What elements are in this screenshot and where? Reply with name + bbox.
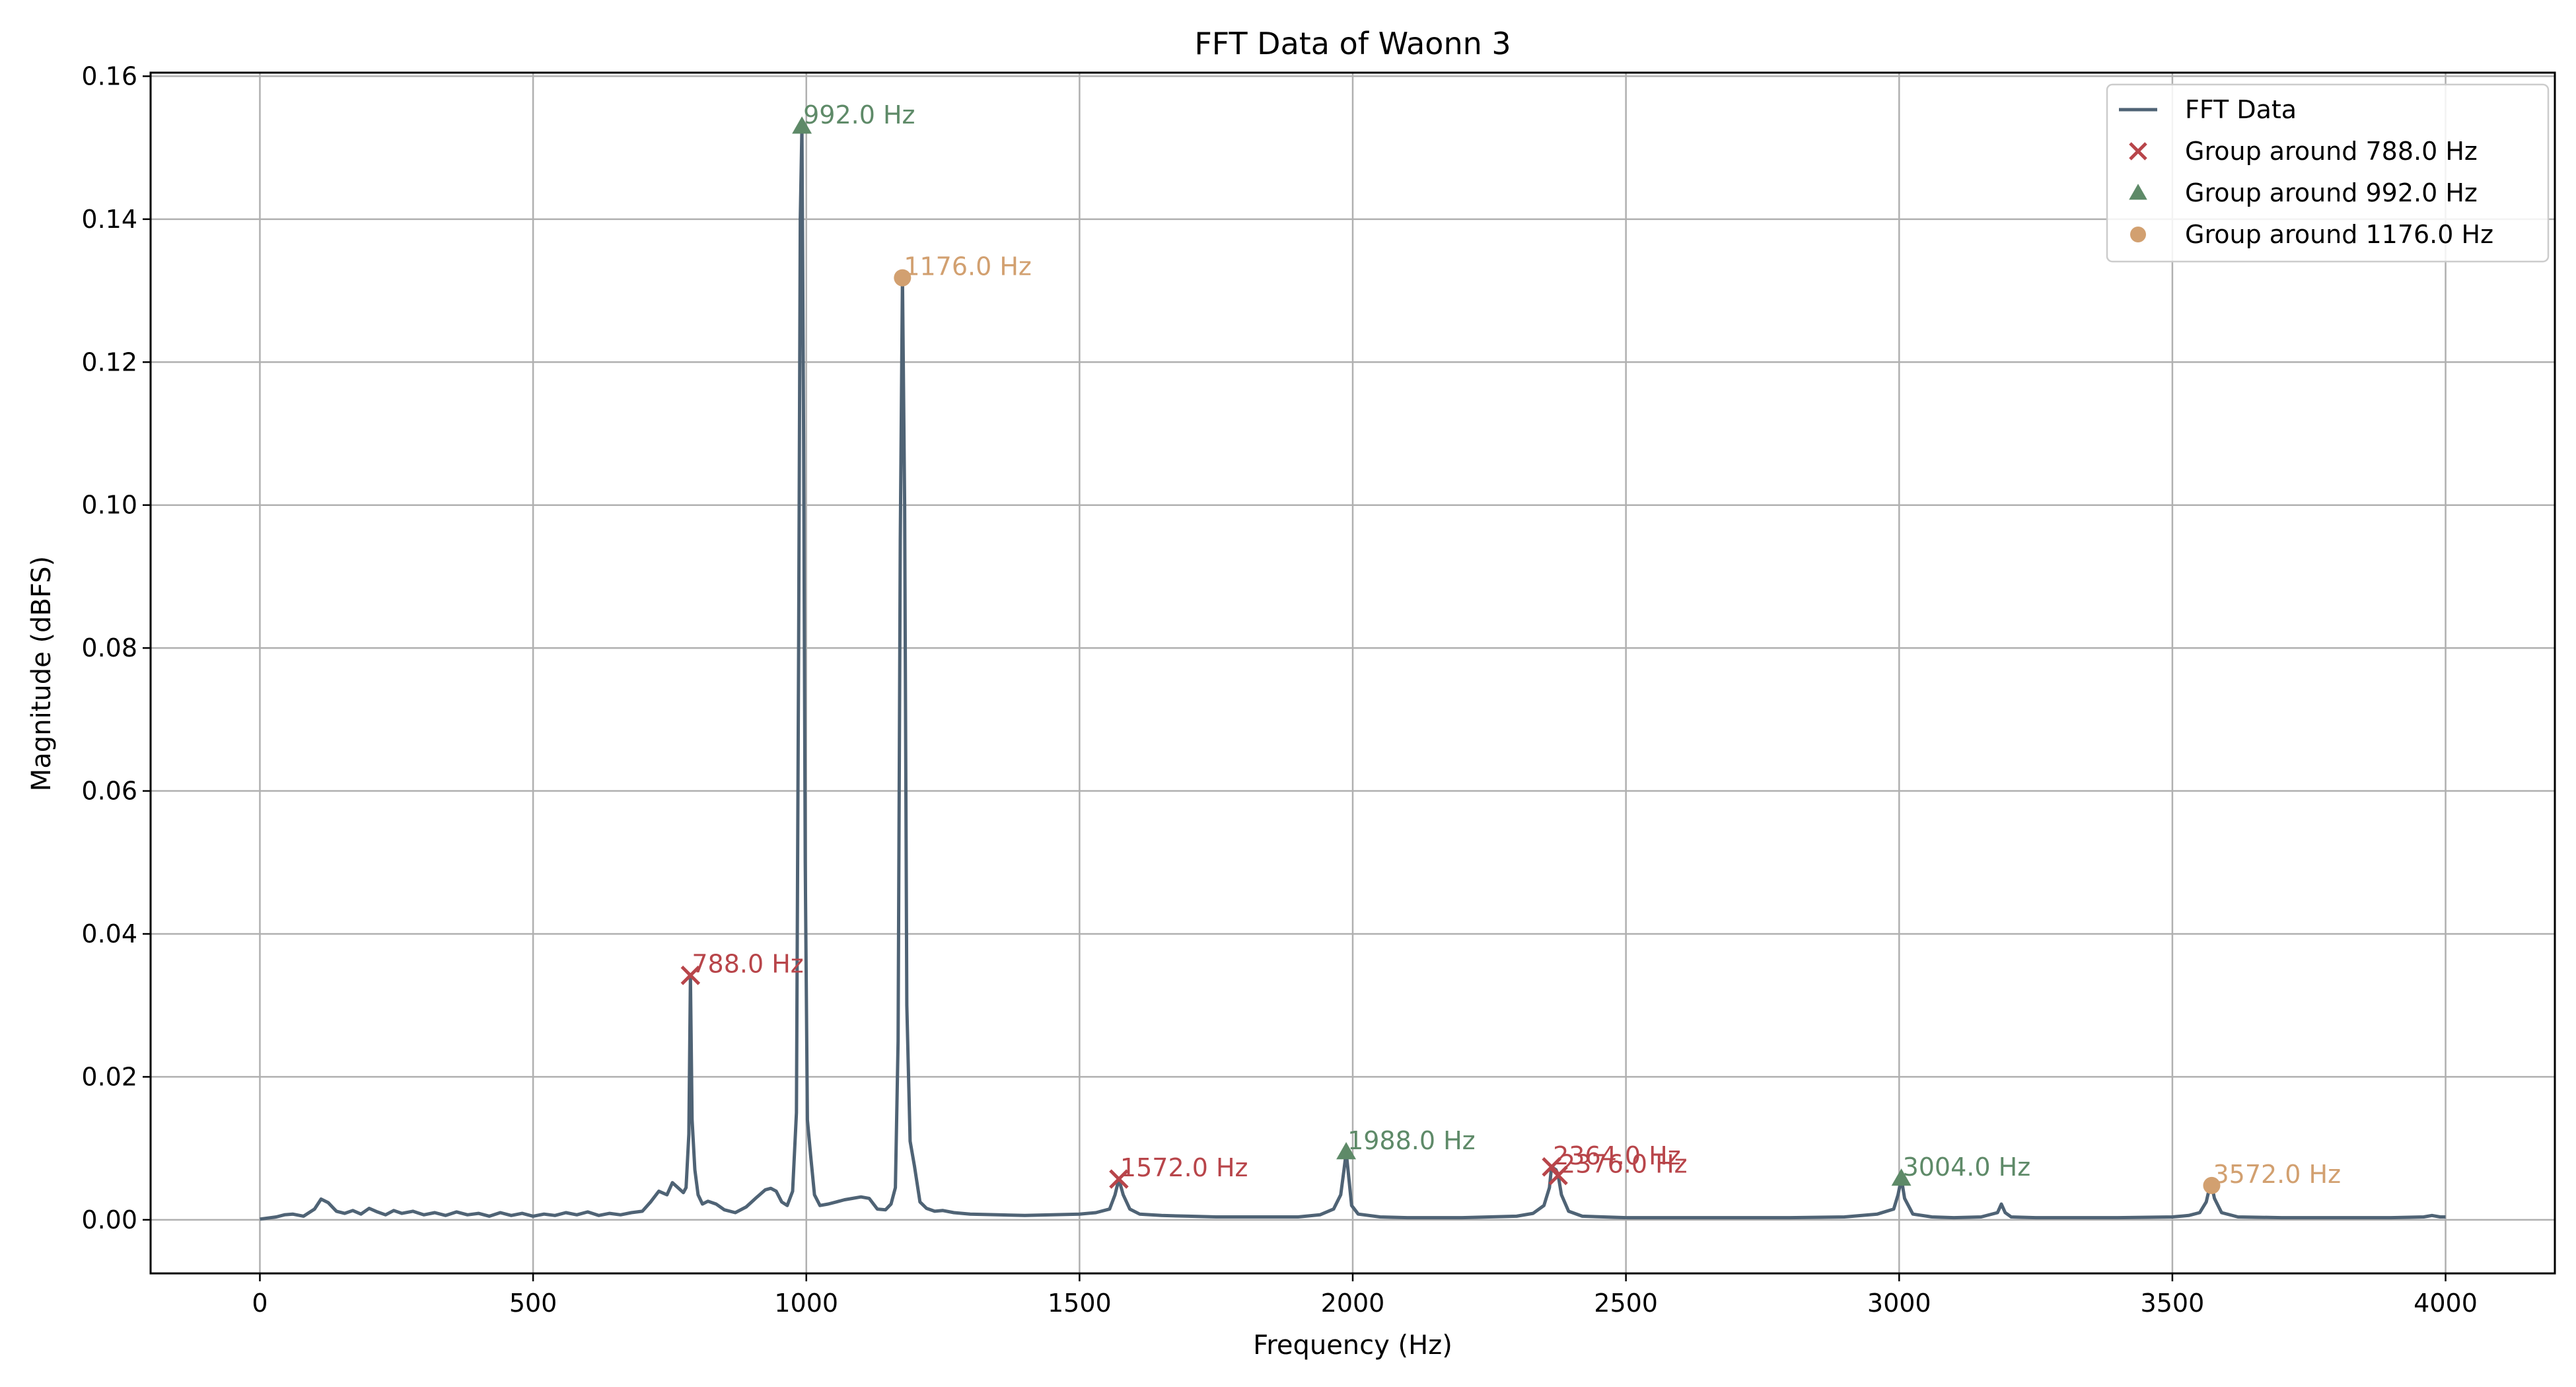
x-tick-label: 2000: [1321, 1289, 1385, 1318]
y-tick-label: 0.06: [81, 777, 137, 806]
circle-marker: [894, 269, 912, 287]
peak-label: 2376.0 Hz: [1559, 1150, 1688, 1179]
x-tick-label: 3500: [2141, 1289, 2205, 1318]
y-tick-label: 0.16: [81, 61, 137, 90]
peak-group: 992.0 Hz 1988.0 Hz 3004.0 Hz: [792, 100, 2030, 1186]
y-tick-label: 0.12: [81, 347, 137, 376]
x-axis-label: Frequency (Hz): [1253, 1330, 1452, 1361]
y-axis-label: Magnitude (dBFS): [26, 556, 57, 791]
circle-marker: [2203, 1176, 2221, 1194]
y-tick-label: 0.02: [81, 1062, 137, 1091]
peak-label: 1572.0 Hz: [1120, 1153, 1248, 1182]
x-tick-label: 0: [252, 1289, 268, 1318]
x-tick-label: 500: [509, 1289, 557, 1318]
grid-lines: [151, 73, 2555, 1273]
peak-label: 992.0 Hz: [803, 100, 915, 129]
peak-label: 788.0 Hz: [692, 950, 803, 979]
legend-box: [2106, 83, 2550, 263]
peak-label: 2364.0 Hz: [1553, 1141, 1681, 1170]
legend-label: Group around 1176.0 Hz: [2185, 220, 2493, 249]
peak-label: 3572.0 Hz: [2213, 1160, 2341, 1189]
y-tick-label: 0.08: [81, 633, 137, 662]
x-tick-label: 1500: [1048, 1289, 1112, 1318]
y-tick-label: 0.00: [81, 1205, 137, 1234]
peak-label: 3004.0 Hz: [1903, 1153, 2031, 1182]
triangle-marker: [792, 116, 812, 134]
circle-marker: [2130, 227, 2146, 242]
chart-title: FFT Data of Waonn 3: [1194, 26, 1511, 61]
y-tick-label: 0.10: [81, 491, 137, 520]
x-marker: [680, 965, 701, 985]
y-tick-label: 0.14: [81, 205, 137, 234]
y-tick-label: 0.04: [81, 919, 137, 948]
x-axis-ticks: 0 500 1000 1500 2000 2500 3000 3500 4000: [252, 1273, 2478, 1318]
x-marker: [1109, 1169, 1129, 1189]
y-axis-ticks: 0.00 0.02 0.04 0.06 0.08 0.10 0.12 0.14 0.16: [81, 61, 151, 1234]
legend: FFT Data Group around 788.0 Hz Group aroun…: [2106, 83, 2550, 263]
triangle-marker: [1891, 1168, 1912, 1186]
legend-label: Group around 788.0 Hz: [2185, 137, 2478, 166]
x-marker: [2129, 142, 2147, 160]
triangle-marker: [1336, 1142, 1357, 1160]
legend-label: Group around 992.0 Hz: [2185, 178, 2478, 207]
triangle-marker: [2129, 184, 2147, 200]
x-tick-label: 3000: [1867, 1289, 1931, 1318]
x-tick-label: 1000: [774, 1289, 838, 1318]
x-marker: [1548, 1165, 1568, 1186]
fft-data-line: [260, 124, 2446, 1221]
peak-label: 1176.0 Hz: [904, 252, 1032, 281]
legend-label: FFT Data: [2185, 95, 2297, 124]
x-tick-label: 4000: [2414, 1289, 2478, 1318]
peak-group: 1176.0 Hz 3572.0 Hz: [894, 252, 2341, 1194]
x-tick-label: 2500: [1594, 1289, 1658, 1318]
peak-label: 1988.0 Hz: [1347, 1126, 1476, 1155]
